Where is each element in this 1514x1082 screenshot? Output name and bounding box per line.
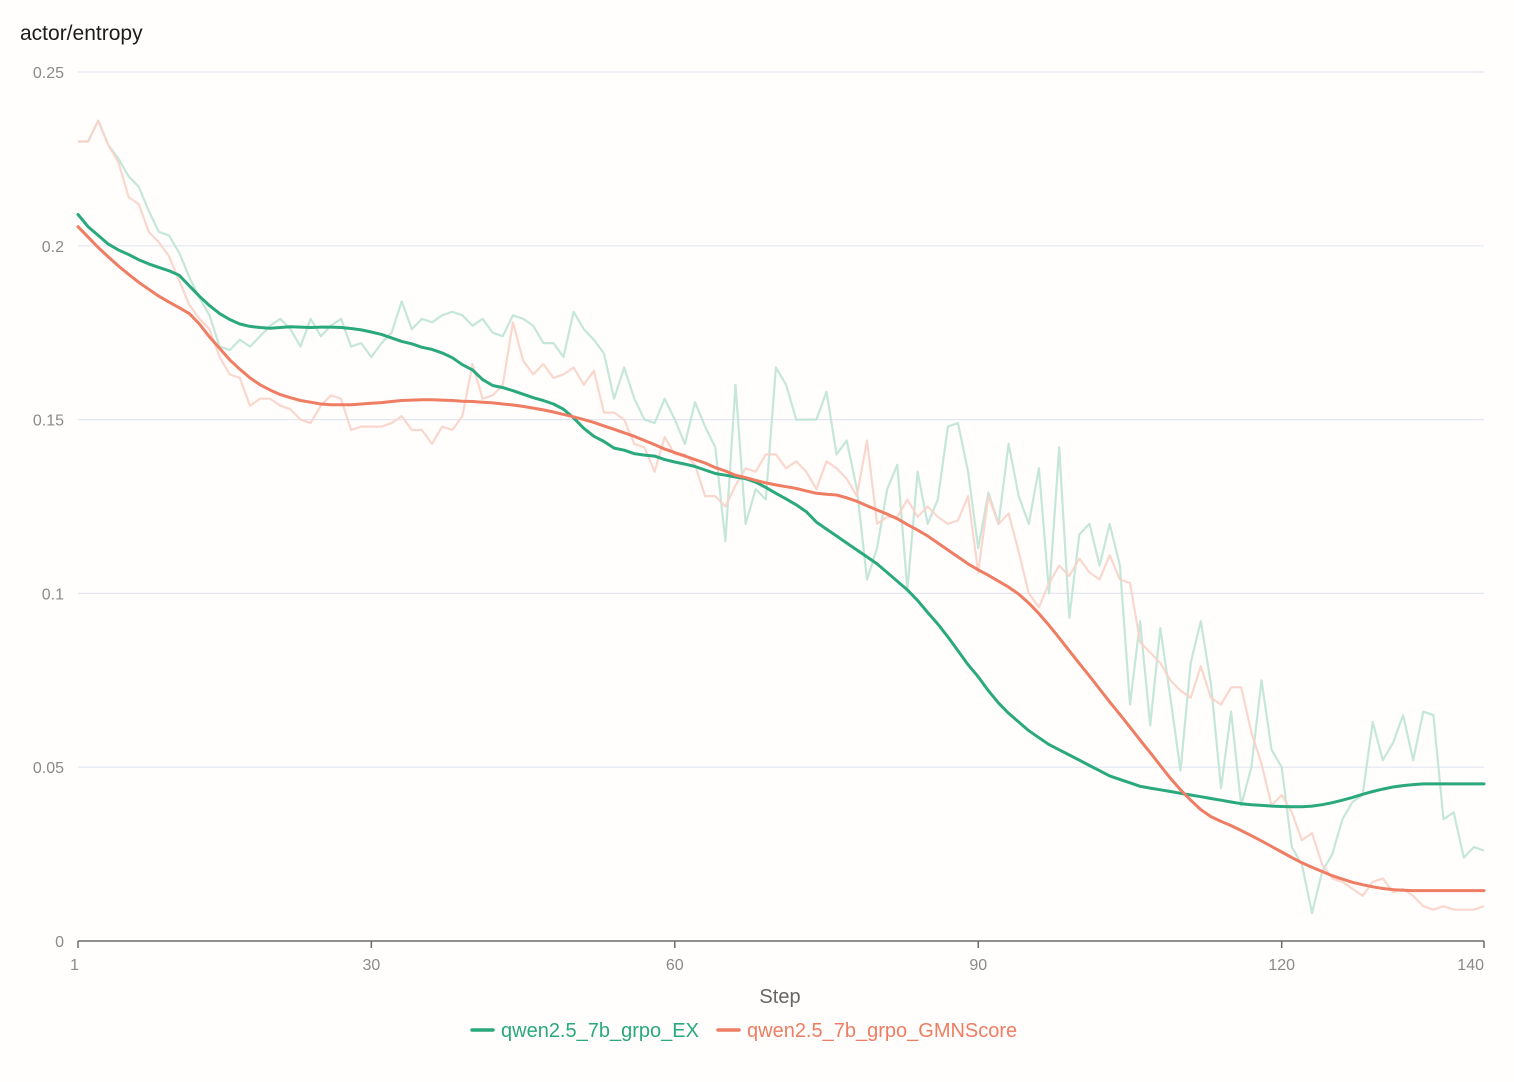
x-tick-label: 120 (1268, 957, 1295, 974)
y-tick-label: 0 (55, 934, 64, 951)
y-tick-label: 0.2 (42, 239, 64, 256)
smoothed-series-line-1 (76, 225, 1486, 893)
y-tick-label: 0.15 (33, 413, 64, 430)
gridlines (78, 71, 1484, 768)
legend-label[interactable]: qwen2.5_7b_grpo_GMNScore (747, 1020, 1017, 1042)
x-tick-label: 140 (1457, 957, 1484, 974)
x-tick-label: 1 (70, 957, 79, 974)
y-axis-ticks: 0 0.05 0.1 0.15 0.2 0.25 (33, 65, 64, 951)
y-tick-label: 0.1 (42, 586, 64, 603)
smoothed-series-line-0 (76, 213, 1486, 809)
x-tick-label: 30 (362, 957, 380, 974)
raw-series-lines (78, 119, 1485, 915)
raw-series-line-0 (78, 119, 1485, 915)
x-tick-label: 90 (969, 957, 987, 974)
y-tick-label: 0.05 (33, 760, 64, 777)
x-axis-label: Step (759, 986, 800, 1008)
smoothed-series-lines (76, 213, 1486, 893)
raw-series-line-1 (78, 119, 1485, 911)
chart-title: actor/entropy (20, 22, 143, 45)
x-axis: 1 30 60 90 120 140 (70, 940, 1485, 974)
y-tick-label: 0.25 (33, 65, 64, 82)
legend-label[interactable]: qwen2.5_7b_grpo_EX (501, 1020, 699, 1042)
legend: qwen2.5_7b_grpo_EX qwen2.5_7b_grpo_GMNSco… (470, 1020, 1017, 1042)
x-tick-label: 60 (666, 957, 684, 974)
